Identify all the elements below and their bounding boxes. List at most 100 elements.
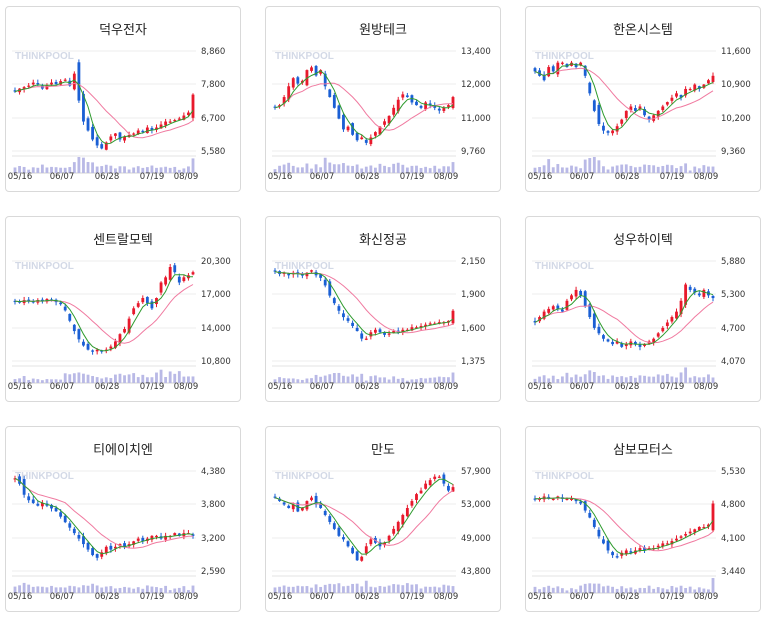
- candle-body: [296, 77, 300, 84]
- stock-chart-card[interactable]: 원방테크 13,400 12,000 11,000 9,760 THINKPOOL 05/1…: [265, 6, 501, 192]
- volume-bar: [633, 589, 637, 593]
- volume-bar: [570, 588, 573, 593]
- volume-bar: [191, 585, 195, 593]
- candle-body: [711, 503, 715, 531]
- volume-bar: [68, 585, 72, 593]
- chart-title: 센트랄모텍: [93, 232, 153, 247]
- candle-body: [182, 115, 186, 120]
- stock-chart-card[interactable]: 삼보모터스 5,530 4,800 4,100 3,440 THINKPOOL 05/16 0…: [525, 426, 761, 612]
- volume-bar: [405, 167, 409, 173]
- volume-bar: [91, 376, 95, 383]
- moving-average-short: [535, 497, 714, 555]
- x-tick-label: 05/16: [528, 172, 553, 182]
- volume-bar: [342, 586, 345, 593]
- volume-bar: [583, 159, 587, 173]
- stock-chart-card[interactable]: 성우하이텍 5,880 5,300 4,700 4,070 THINKPOOL 05/16 0…: [525, 216, 761, 402]
- volume-bar: [433, 586, 437, 593]
- candle-body: [282, 272, 286, 274]
- volume-bar: [565, 590, 569, 593]
- volume-bar: [574, 166, 578, 173]
- stock-chart-card[interactable]: 센트랄모텍 20,300 17,000 14,000 10,800 THINKPOOL 05…: [5, 216, 241, 402]
- y-tick-label: 5,580: [201, 147, 225, 157]
- moving-average-long: [274, 271, 454, 334]
- candle-body: [31, 82, 35, 85]
- x-tick-label: 07/19: [140, 382, 165, 392]
- candle-body: [538, 317, 541, 322]
- candle-body: [328, 89, 332, 98]
- candle-body: [702, 289, 706, 297]
- volume-bar: [91, 583, 95, 593]
- candle-body: [620, 343, 624, 347]
- volume-bar: [40, 586, 44, 593]
- candle-body: [447, 105, 450, 107]
- y-tick-label: 11,600: [721, 47, 751, 57]
- candle-body: [109, 136, 113, 141]
- volume-bar: [693, 166, 697, 173]
- volume-bar: [396, 162, 400, 173]
- volume-bar: [291, 378, 295, 383]
- stock-chart-card[interactable]: 덕우전자 8,860 7,800 6,700 5,580 THINKPOOL 05/16 06…: [5, 6, 241, 192]
- stock-chart-card[interactable]: 만도 57,900 53,000 49,000 43,800 THINKPOOL 05/16…: [265, 426, 501, 612]
- candle-body: [337, 527, 341, 536]
- y-tick-label: 8,860: [201, 47, 225, 57]
- volume-bar: [168, 167, 172, 173]
- y-tick-label: 4,700: [721, 324, 745, 334]
- volume-bar: [182, 586, 186, 593]
- candle-body: [136, 538, 140, 541]
- y-tick-label: 9,760: [461, 147, 485, 157]
- volume-bar: [570, 165, 573, 173]
- volume-bar: [123, 586, 126, 593]
- candle-body: [611, 130, 615, 134]
- candle-body: [415, 327, 418, 329]
- stock-chart-card[interactable]: 티에이치엔 4,380 3,800 3,200 2,590 THINKPOOL 05/16 0…: [5, 426, 241, 612]
- watermark-logo: THINKPOOL: [535, 51, 594, 62]
- candle-body: [86, 118, 90, 131]
- stock-chart-card[interactable]: 한온시스템 11,600 10,900 10,200 9,360 THINKPOOL 05/…: [525, 6, 761, 192]
- candle-body: [54, 507, 58, 512]
- watermark-logo: THINKPOOL: [275, 261, 334, 272]
- candle-body: [711, 75, 715, 82]
- x-tick-label: 07/19: [140, 172, 165, 182]
- volume-bar: [282, 585, 286, 593]
- x-tick-label: 06/28: [355, 382, 380, 392]
- stock-chart-card[interactable]: 화신정공 2,150 1,900 1,600 1,375 THINKPOOL 05/16 06…: [265, 216, 501, 402]
- candle-body: [100, 552, 104, 557]
- volume-bar: [82, 585, 85, 593]
- candle-body: [355, 132, 359, 141]
- volume-bar: [13, 167, 17, 173]
- volume-bar: [337, 372, 341, 383]
- volume-bar: [401, 164, 405, 173]
- volume-bar: [291, 165, 295, 173]
- volume-bar: [387, 379, 391, 383]
- y-tick-label: 10,900: [721, 80, 751, 90]
- volume-bar: [697, 377, 701, 383]
- candle-body: [351, 123, 355, 135]
- candle-body: [104, 142, 108, 150]
- volume-bar: [711, 578, 715, 593]
- volume-bar: [113, 168, 117, 173]
- y-tick-label: 3,800: [201, 500, 225, 510]
- volume-bar: [442, 377, 446, 383]
- volume-bar: [592, 157, 596, 173]
- volume-bar: [54, 379, 58, 383]
- candle-body: [702, 84, 706, 88]
- candle-body: [123, 328, 126, 333]
- candle-body: [27, 85, 31, 87]
- volume-bar: [278, 586, 281, 593]
- volume-bar: [364, 380, 368, 383]
- moving-average-short: [14, 477, 194, 555]
- candle-body: [615, 341, 619, 344]
- candle-body: [68, 313, 72, 321]
- y-tick-label: 11,000: [461, 114, 491, 124]
- volume-bar: [159, 588, 163, 593]
- candle-body: [560, 309, 564, 312]
- candle-body: [319, 70, 323, 74]
- volume-bar: [633, 377, 637, 383]
- x-tick-label: 06/07: [50, 172, 75, 182]
- volume-bar: [373, 167, 377, 173]
- candle-body: [615, 126, 619, 132]
- candle-body: [684, 284, 688, 305]
- volume-bar: [602, 166, 605, 173]
- volume-bar: [688, 170, 692, 173]
- volume-bar: [82, 373, 85, 383]
